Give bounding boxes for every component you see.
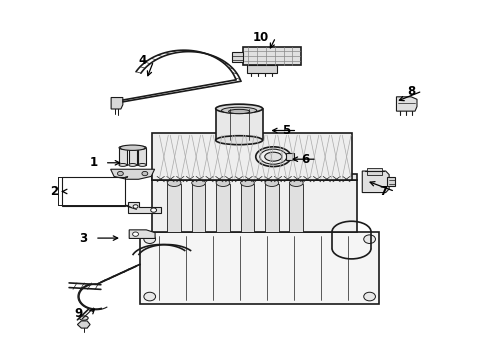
Polygon shape: [152, 180, 357, 232]
Ellipse shape: [120, 145, 146, 150]
Ellipse shape: [221, 107, 257, 114]
Ellipse shape: [265, 179, 279, 186]
Polygon shape: [77, 321, 90, 328]
Text: 9: 9: [74, 307, 83, 320]
Ellipse shape: [241, 179, 254, 186]
Polygon shape: [152, 174, 357, 180]
Bar: [216, 109, 263, 140]
Ellipse shape: [167, 179, 181, 186]
Polygon shape: [387, 177, 395, 186]
Polygon shape: [192, 184, 205, 232]
Ellipse shape: [129, 163, 137, 166]
Polygon shape: [140, 232, 379, 304]
Polygon shape: [265, 184, 279, 232]
Bar: [286, 153, 294, 160]
Text: 10: 10: [252, 31, 269, 44]
Ellipse shape: [260, 149, 287, 164]
Ellipse shape: [216, 179, 230, 186]
Polygon shape: [111, 98, 123, 109]
Bar: [247, 65, 277, 73]
Text: 5: 5: [282, 124, 290, 137]
Circle shape: [151, 208, 157, 212]
Circle shape: [144, 235, 156, 243]
Text: 1: 1: [89, 156, 98, 169]
Polygon shape: [152, 134, 352, 180]
Ellipse shape: [139, 163, 147, 166]
Text: 4: 4: [138, 54, 147, 67]
Circle shape: [144, 292, 156, 301]
Bar: [139, 148, 147, 165]
Polygon shape: [111, 169, 155, 179]
Bar: [232, 52, 243, 62]
Circle shape: [118, 171, 123, 176]
Ellipse shape: [119, 163, 127, 166]
Bar: [119, 148, 127, 165]
Polygon shape: [129, 230, 155, 238]
Ellipse shape: [79, 316, 88, 320]
Polygon shape: [241, 184, 254, 232]
Ellipse shape: [265, 152, 282, 161]
Ellipse shape: [256, 147, 291, 167]
Ellipse shape: [192, 179, 205, 186]
Polygon shape: [290, 184, 303, 232]
Circle shape: [133, 205, 138, 208]
Circle shape: [364, 292, 375, 301]
Ellipse shape: [139, 146, 147, 149]
Polygon shape: [216, 184, 230, 232]
Ellipse shape: [129, 146, 137, 149]
Circle shape: [364, 235, 375, 243]
Text: 8: 8: [407, 85, 415, 98]
Ellipse shape: [216, 136, 263, 145]
Bar: [62, 177, 125, 206]
Bar: [129, 148, 137, 165]
Ellipse shape: [228, 109, 250, 114]
Polygon shape: [396, 97, 417, 111]
Text: 2: 2: [50, 185, 58, 198]
Polygon shape: [167, 184, 181, 232]
Ellipse shape: [290, 179, 303, 186]
Polygon shape: [362, 171, 389, 193]
Circle shape: [133, 232, 139, 236]
Bar: [367, 168, 382, 175]
Ellipse shape: [119, 146, 127, 149]
Bar: [243, 46, 301, 65]
Text: 6: 6: [301, 153, 310, 166]
Text: 3: 3: [79, 231, 88, 244]
Circle shape: [142, 171, 148, 176]
Text: 7: 7: [380, 185, 388, 198]
Ellipse shape: [216, 104, 263, 113]
Polygon shape: [128, 202, 161, 213]
